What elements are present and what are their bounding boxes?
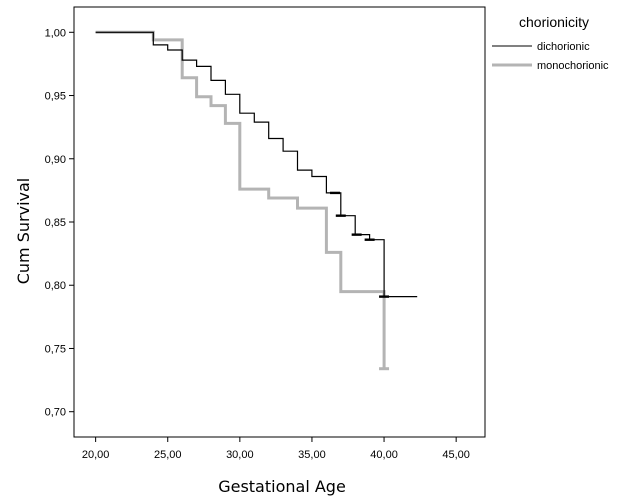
x-tick-label: 40,00 (370, 449, 398, 461)
series-layer (95, 30, 418, 371)
y-axis-title: Cum Survival (14, 178, 33, 285)
x-axis-title: Gestational Age (218, 477, 346, 496)
legend-title: chorionicity (519, 14, 589, 30)
plot-frame (73, 6, 486, 438)
series-line-monochorionic (95, 30, 386, 369)
legend-label-dichorionic: dichorionic (537, 41, 590, 53)
y-tick-label: 0,85 (45, 217, 66, 229)
x-tick-label: 35,00 (298, 449, 326, 461)
x-tick-label: 20,00 (82, 449, 110, 461)
x-tick-label: 25,00 (154, 449, 182, 461)
y-tick-label: 0,75 (45, 343, 66, 355)
y-axis: 0,70 0,75 0,80 0,85 0,90 0,95 1,00 (45, 27, 74, 419)
x-axis: 20,00 25,00 30,00 35,00 40,00 45,00 (82, 437, 470, 461)
series-line-dichorionic (95, 31, 418, 298)
plot-area (73, 6, 486, 438)
x-tick-label: 45,00 (442, 449, 470, 461)
y-tick-label: 1,00 (45, 27, 66, 39)
legend: chorionicity dichorionic monochorionic (492, 14, 609, 72)
x-tick-label: 30,00 (226, 449, 254, 461)
y-tick-label: 0,95 (45, 91, 66, 103)
y-tick-label: 0,90 (45, 154, 66, 166)
y-tick-label: 0,70 (45, 407, 66, 419)
legend-label-monochorionic: monochorionic (537, 60, 609, 72)
y-tick-label: 0,80 (45, 280, 66, 292)
